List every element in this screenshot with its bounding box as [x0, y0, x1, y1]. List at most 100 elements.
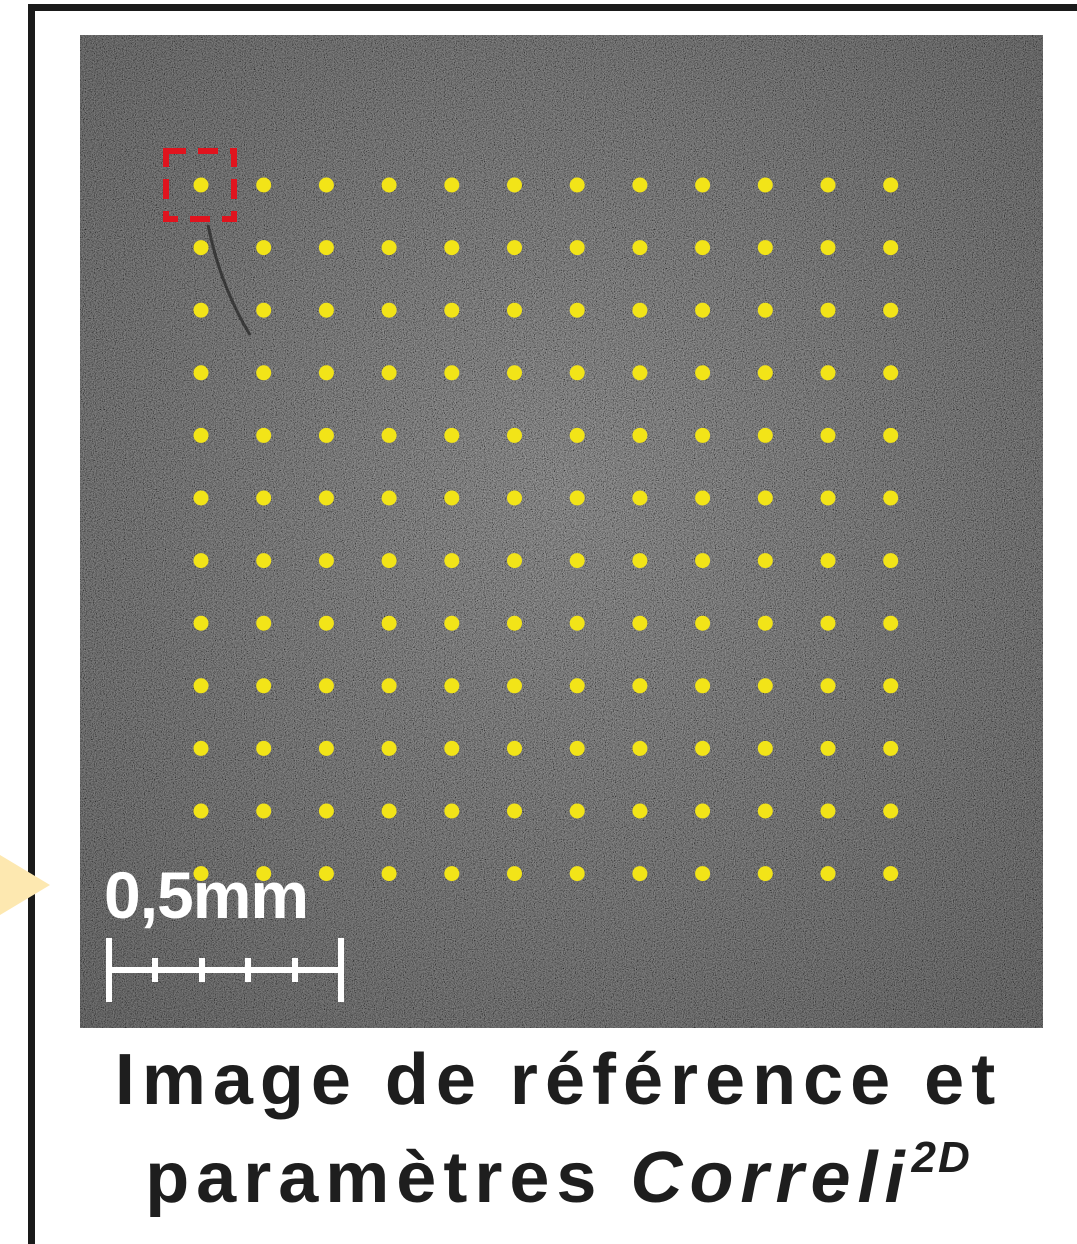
- grid-point: [757, 803, 773, 819]
- grid-point: [695, 490, 711, 506]
- grid-point: [444, 553, 460, 569]
- grid-point: [695, 302, 711, 318]
- grid-point: [820, 240, 836, 256]
- grid-point: [318, 615, 334, 631]
- grid-point: [256, 803, 272, 819]
- grid-point: [632, 365, 648, 381]
- grid-point: [507, 553, 522, 569]
- grid-point: [381, 553, 397, 569]
- grid-point: [507, 490, 522, 506]
- grid-point: [883, 365, 899, 381]
- grid-point: [507, 240, 522, 256]
- grid-point: [820, 866, 836, 882]
- grid-point: [256, 866, 272, 882]
- grid-point: [381, 427, 397, 443]
- grid-point: [632, 740, 648, 756]
- grid-point: [507, 740, 522, 756]
- grid-point: [632, 803, 648, 819]
- grid-point: [193, 740, 209, 756]
- grid-point: [820, 615, 836, 631]
- arrow-tip-icon: [0, 855, 50, 915]
- grid-point: [444, 678, 460, 694]
- grid-point: [632, 427, 648, 443]
- grid-point: [193, 553, 209, 569]
- software-name: Correli: [630, 1138, 912, 1218]
- grid-point: [757, 240, 773, 256]
- grid-point: [444, 177, 460, 193]
- grid-point: [695, 553, 711, 569]
- grid-point: [632, 302, 648, 318]
- grid-point: [820, 302, 836, 318]
- grid-point: [193, 803, 209, 819]
- grid-point: [256, 490, 272, 506]
- grid-point: [632, 177, 648, 193]
- grid-point: [256, 427, 272, 443]
- grid-point: [883, 678, 899, 694]
- grid-point: [820, 427, 836, 443]
- grid-point: [569, 177, 585, 193]
- grid-point: [757, 740, 773, 756]
- grid-point: [695, 365, 711, 381]
- grid-point: [820, 740, 836, 756]
- grid-point: [569, 553, 585, 569]
- grid-point: [256, 553, 272, 569]
- grid-point: [381, 177, 397, 193]
- grid-point: [318, 302, 334, 318]
- grid-point: [381, 803, 397, 819]
- grid-point: [318, 740, 334, 756]
- grid-point: [632, 615, 648, 631]
- grid-point: [632, 553, 648, 569]
- grid-point: [695, 615, 711, 631]
- grid-point: [381, 365, 397, 381]
- grid-point: [193, 177, 209, 193]
- grid-point: [318, 240, 334, 256]
- grid-point: [444, 302, 460, 318]
- grid-point: [757, 678, 773, 694]
- grid-point: [757, 365, 773, 381]
- grid-point: [569, 427, 585, 443]
- grid-point: [381, 302, 397, 318]
- grid-point: [695, 740, 711, 756]
- grid-point: [444, 365, 460, 381]
- grid-point: [193, 866, 209, 882]
- caption-line-1: Image de référence et: [40, 1044, 1077, 1116]
- grid-point: [444, 427, 460, 443]
- grid-point: [883, 553, 899, 569]
- grid-point: [256, 302, 272, 318]
- grid-point: [318, 866, 334, 882]
- grid-point: [632, 678, 648, 694]
- grid-point: [381, 740, 397, 756]
- grid-point: [820, 177, 836, 193]
- grid-point: [569, 740, 585, 756]
- grid-point: [318, 553, 334, 569]
- grid-point: [569, 365, 585, 381]
- grid-point: [820, 803, 836, 819]
- grid-point: [193, 678, 209, 694]
- grid-point: [381, 490, 397, 506]
- grid-point: [820, 678, 836, 694]
- grid-point: [820, 365, 836, 381]
- grid-point: [256, 678, 272, 694]
- grid-point: [820, 553, 836, 569]
- grid-point: [507, 615, 522, 631]
- grid-point: [193, 615, 209, 631]
- grid-point: [318, 427, 334, 443]
- grid-point: [757, 177, 773, 193]
- grid-point: [507, 866, 522, 882]
- grid-point: [883, 302, 899, 318]
- grid-point: [507, 365, 522, 381]
- grid-point: [757, 615, 773, 631]
- grid-point: [507, 427, 522, 443]
- grid-point: [444, 490, 460, 506]
- grid-point: [695, 866, 711, 882]
- grid-point: [883, 740, 899, 756]
- grid-point: [569, 803, 585, 819]
- caption-text-2: paramètres: [145, 1138, 604, 1218]
- grid-point: [193, 427, 209, 443]
- grid-point: [381, 240, 397, 256]
- measurement-grid: [163, 148, 899, 882]
- grid-point: [569, 678, 585, 694]
- grid-point: [381, 866, 397, 882]
- grid-point: [444, 740, 460, 756]
- grid-point: [507, 803, 522, 819]
